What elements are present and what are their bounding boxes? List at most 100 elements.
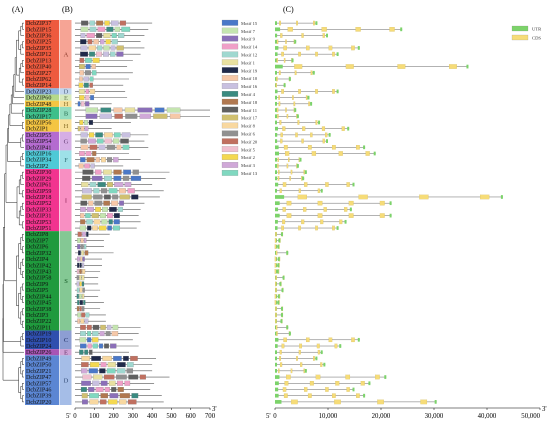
motif-box (90, 163, 95, 169)
motif-box (80, 219, 86, 225)
cds-box (305, 95, 308, 100)
subfamily-band (59, 169, 72, 232)
cds-box (297, 194, 307, 200)
motif-box (76, 293, 79, 299)
motif-box (90, 95, 95, 101)
motif-box (103, 45, 110, 51)
gene-label: DcbZIP1 (26, 127, 48, 133)
utr-box (328, 133, 331, 137)
motif-box (81, 312, 86, 318)
motif-box (82, 287, 85, 293)
motif-box (87, 39, 93, 45)
gene-label: DcbZIP16 (26, 152, 51, 158)
motif-box (77, 312, 81, 318)
cds-box (304, 387, 308, 392)
motif-box (79, 293, 82, 299)
cds-box (325, 387, 329, 392)
utr-box (283, 83, 286, 88)
utr-box (275, 77, 277, 81)
cds-box (280, 132, 283, 138)
motif-box (139, 113, 151, 119)
motif-box (80, 45, 88, 51)
structure-legend-swatch (511, 25, 529, 32)
structure-legend-swatch (511, 34, 529, 41)
motif-box (76, 269, 80, 274)
cds-box (274, 263, 277, 268)
subfamily-block (25, 349, 59, 356)
utr-box (275, 164, 277, 168)
utr-box (336, 226, 339, 230)
motif-box (130, 175, 142, 181)
cds-box (290, 368, 293, 374)
gene-label: DcbZIP8 (26, 232, 48, 238)
cds-box (276, 39, 279, 44)
cds-box (277, 114, 279, 119)
utr-box (312, 70, 315, 75)
motif-box (99, 213, 106, 219)
cds-box (356, 393, 360, 398)
motif-box (81, 399, 88, 405)
cds-box (315, 89, 318, 94)
utr-box (278, 238, 281, 243)
motif-box (119, 194, 130, 200)
motif-legend-label: Motif 1 (241, 60, 256, 65)
cds-box (320, 362, 323, 367)
gene-label: DcbZIP30 (26, 170, 51, 176)
utr-box (296, 164, 299, 168)
motif-box (92, 57, 100, 63)
motif-box (81, 188, 92, 194)
utr-box (275, 381, 279, 386)
utr-box (275, 120, 277, 125)
three-prime-label: 3' (542, 406, 547, 413)
cds-box (300, 362, 303, 367)
motif-box (103, 169, 112, 175)
motif-box (89, 362, 100, 368)
cds-box (360, 381, 365, 386)
gene-label: DcbZIP12 (26, 52, 51, 58)
motif-box (100, 380, 108, 386)
motif-box (131, 393, 139, 399)
utr-box (357, 337, 360, 342)
cds-box (365, 151, 370, 156)
cds-box (449, 64, 457, 69)
subfamily-block (25, 150, 59, 170)
utr-box (276, 269, 279, 274)
motif-box (95, 206, 101, 212)
motif-box (113, 213, 120, 219)
cds-box (276, 331, 278, 336)
cds-box (328, 45, 333, 51)
motif-box (81, 275, 85, 281)
subfamily-block (25, 106, 59, 120)
cds-box (307, 393, 312, 398)
motif-box (92, 331, 99, 337)
subfamily-block (25, 355, 59, 405)
motif-box (127, 188, 135, 194)
subfamily-band (59, 100, 72, 107)
motif-box (79, 337, 87, 343)
motif-box (92, 343, 98, 349)
motif-box (111, 387, 117, 392)
utr-box (275, 139, 278, 143)
motif-box (81, 194, 92, 200)
cds-box (291, 399, 298, 405)
motif-box (79, 70, 84, 76)
motif-legend-swatch (221, 35, 239, 42)
motif-box (169, 113, 181, 119)
motif-legend-label: Motif 12 (241, 52, 258, 57)
utr-box (320, 350, 323, 355)
motif-legend-label: Motif 13 (241, 171, 258, 176)
utr-box (384, 375, 387, 379)
utr-box (373, 151, 376, 156)
cds-box (301, 138, 304, 144)
cds-box (274, 294, 277, 299)
cds-box (309, 381, 314, 386)
motif-box (114, 113, 123, 119)
utr-box (299, 157, 302, 162)
motif-box (79, 275, 82, 281)
cds-box (298, 188, 301, 194)
motif-box (77, 231, 82, 237)
motif-box (85, 312, 90, 318)
cds-box (281, 51, 284, 57)
motif-box (77, 300, 80, 305)
cds-box (334, 343, 338, 349)
